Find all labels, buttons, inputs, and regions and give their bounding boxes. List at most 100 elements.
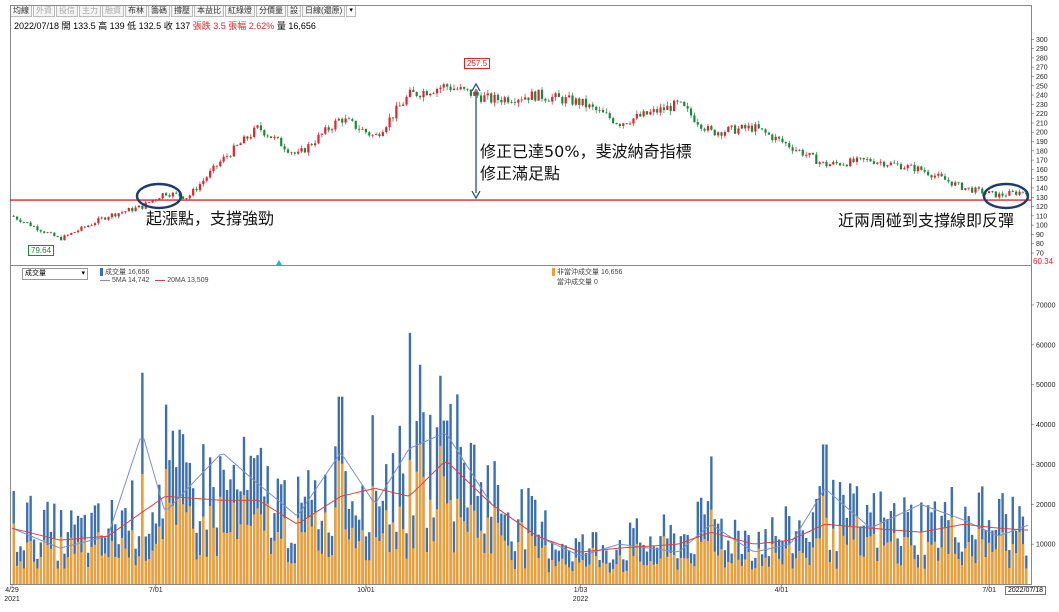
toolbar-button-11[interactable]: 設 <box>287 5 301 17</box>
candle-body <box>788 143 791 148</box>
volume-bar-nonday <box>523 568 527 584</box>
volume-bar <box>534 499 537 584</box>
legend-nonday-swatch <box>552 268 555 277</box>
volume-bar-nonday <box>212 527 215 584</box>
candle-body <box>568 95 571 98</box>
quote-info-line: 2022/07/18 開 133.5 高 139 低 132.5 收 137 張… <box>14 19 316 32</box>
candle-body <box>493 94 496 103</box>
volume-bar-nonday <box>330 555 334 584</box>
candle-body <box>811 152 815 155</box>
volume-bar-nonday <box>723 567 727 584</box>
volume-bar <box>127 530 131 584</box>
volume-bar-nonday <box>781 564 784 584</box>
candle-body <box>517 99 520 103</box>
volume-bar-nonday <box>669 552 672 584</box>
price-axis-label: 90 <box>1036 232 1044 239</box>
volume-bar-nonday <box>550 559 554 584</box>
candle-body <box>693 115 696 123</box>
volume-bar <box>446 420 449 584</box>
volume-bar-nonday <box>479 530 483 584</box>
volume-bar-nonday <box>87 566 90 584</box>
ma20-line <box>11 461 1029 553</box>
volume-bar-nonday <box>821 495 825 584</box>
volume-bar-nonday <box>547 572 550 584</box>
volume-bar-nonday <box>679 558 683 584</box>
volume-bar-nonday <box>1008 568 1011 584</box>
volume-indicator-select[interactable]: 成交量 <box>22 268 88 280</box>
price-axis-label: 200 <box>1036 130 1048 137</box>
candle-body <box>842 164 845 166</box>
candle-body <box>246 136 249 139</box>
volume-bar-nonday <box>767 566 771 584</box>
volume-bar-nonday <box>588 564 591 584</box>
volume-bar <box>700 497 703 584</box>
low-price-label: 79.64 <box>28 245 55 256</box>
candle-body <box>137 205 141 208</box>
volume-bar-nonday <box>872 533 876 584</box>
candle-body <box>774 136 777 141</box>
candle-body <box>500 99 503 103</box>
candle-body <box>425 91 428 96</box>
volume-bar-nonday <box>889 541 893 584</box>
volume-bar-nonday <box>517 542 520 584</box>
volume-bar <box>80 517 83 584</box>
candle-body <box>73 232 76 233</box>
volume-bar <box>435 427 439 584</box>
volume-bar-nonday <box>459 517 462 584</box>
candle-body <box>215 165 218 167</box>
volume-bar-nonday <box>469 504 473 584</box>
volume-bar-nonday <box>357 541 361 584</box>
candle-body <box>605 112 608 114</box>
volume-bar-nonday <box>994 549 998 584</box>
candle-body <box>564 97 567 104</box>
candle-body <box>283 146 286 150</box>
volume-bar <box>947 520 950 584</box>
volume-bar-nonday <box>967 542 970 584</box>
candle-body <box>679 101 682 103</box>
volume-bar-nonday <box>855 516 859 584</box>
volume-bar-nonday <box>29 540 32 584</box>
volume-bar-nonday <box>696 537 699 584</box>
toolbar-button-4[interactable]: 融資 <box>102 5 124 17</box>
volume-bar-nonday <box>750 569 754 584</box>
candle-body <box>612 118 615 124</box>
volume-bar <box>896 538 899 584</box>
candle-body <box>463 87 466 89</box>
candle-body <box>571 95 574 105</box>
annotation-mid-line1: 修正已達50%，斐波納奇指標 <box>480 142 692 161</box>
volume-bar-nonday <box>923 568 926 584</box>
volume-bar-nonday <box>432 541 435 584</box>
candle-body <box>259 125 263 131</box>
candle-body <box>70 232 73 235</box>
candle-body <box>117 213 120 217</box>
volume-bar-nonday <box>991 551 994 584</box>
volume-bar <box>1004 514 1008 584</box>
candle-body <box>882 161 886 167</box>
volume-bar-nonday <box>788 544 791 584</box>
volume-bar-nonday <box>981 539 984 584</box>
volume-bar-nonday <box>378 540 381 584</box>
candle-body <box>15 216 19 220</box>
toolbar-button-9[interactable]: 紅綠燈 <box>225 5 255 17</box>
candle-body <box>456 88 459 90</box>
toolbar-button-5[interactable]: 布林 <box>125 5 147 17</box>
candle-body <box>398 105 401 107</box>
price-axis-label: 110 <box>1036 213 1047 220</box>
candle-body <box>977 187 980 189</box>
volume-bar <box>818 486 821 584</box>
candle-body <box>771 134 774 141</box>
volume-bar-nonday <box>462 521 466 584</box>
panel-divider <box>10 265 1031 266</box>
candle-body <box>131 208 134 212</box>
candle-body <box>957 182 960 184</box>
candle-body <box>703 128 706 131</box>
volume-bar-nonday <box>960 565 964 584</box>
volume-bar-nonday <box>229 531 232 584</box>
candle-body <box>164 193 168 196</box>
volume-bar-nonday <box>733 539 737 584</box>
volume-bar-nonday <box>506 545 510 584</box>
candle-body <box>483 95 486 102</box>
candle-body <box>253 127 256 137</box>
price-axis-label: 100 <box>1036 223 1048 230</box>
